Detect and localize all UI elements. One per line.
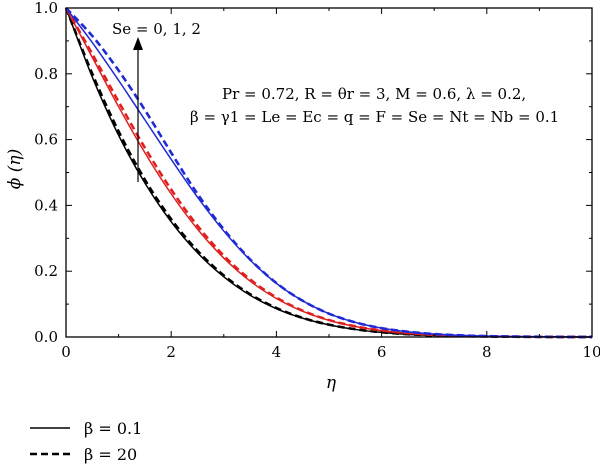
series-line-2: [65, 7, 593, 338]
series-line-1: [64, 7, 593, 339]
tick-labels: 0 2 4 6 8 10 0.0 0.2 0.4 0.6 0.8 1.0: [34, 0, 600, 361]
y-tick-label: 0.2: [34, 262, 58, 280]
series-line-3: [64, 7, 593, 339]
series-line-0: [65, 7, 593, 338]
series-line-5: [65, 7, 593, 339]
y-tick-label: 0.8: [34, 65, 58, 83]
params-line-1: Pr = 0.72, R = θr = 3, M = 0.6, λ = 0.2,: [222, 85, 526, 103]
x-tick-label: 8: [482, 343, 492, 361]
y-tick-label: 0.4: [34, 196, 58, 214]
legend-label-dashed: β = 20: [84, 445, 137, 464]
y-axis-title: ϕ (η): [5, 149, 25, 189]
y-tick-label: 1.0: [34, 0, 58, 17]
y-tick-label: 0.6: [34, 131, 58, 149]
y-tick-label: 0.0: [34, 328, 58, 346]
params-line-2: β = γ1 = Le = Ec = q = F = Se = Nt = Nb …: [190, 108, 559, 126]
ticks: [65, 7, 593, 338]
x-tick-label: 0: [61, 343, 71, 361]
x-tick-label: 10: [582, 343, 600, 361]
legend: β = 0.1 β = 20: [30, 419, 142, 464]
legend-label-solid: β = 0.1: [84, 419, 142, 438]
x-axis-title: η: [326, 373, 337, 393]
x-tick-label: 6: [377, 343, 387, 361]
x-tick-label: 2: [166, 343, 176, 361]
x-tick-label: 4: [272, 343, 282, 361]
curves: [64, 7, 593, 339]
arrow-label: Se = 0, 1, 2: [112, 20, 201, 38]
series-line-4: [65, 7, 593, 338]
plot-frame: [65, 7, 593, 338]
se-arrow-head: [133, 37, 143, 50]
